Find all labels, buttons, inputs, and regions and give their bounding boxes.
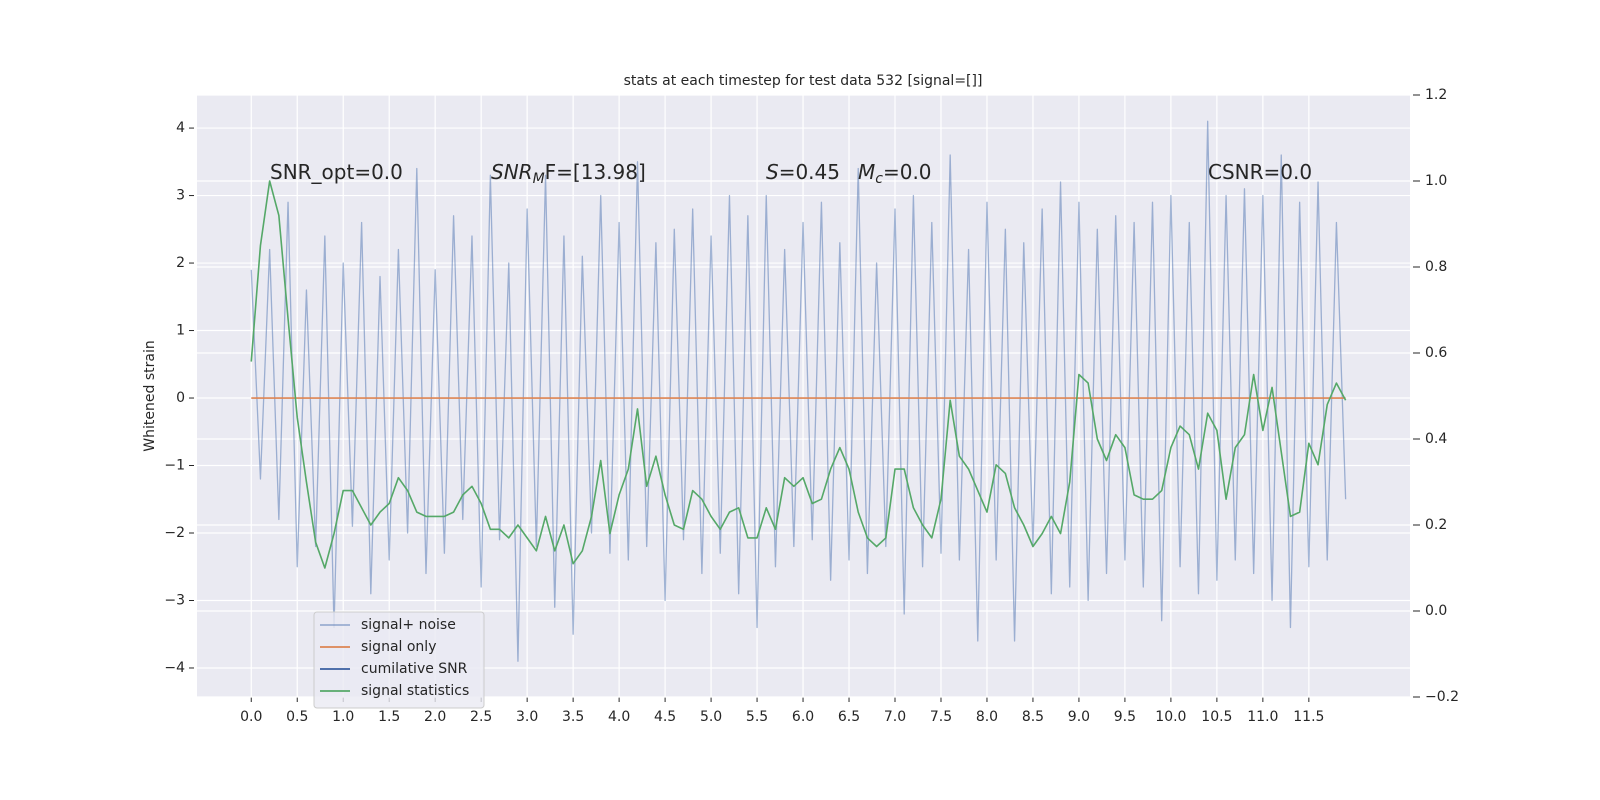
x-tick-label: 1.0 — [332, 709, 354, 725]
annotation: SNRMF=[13.98] — [491, 160, 646, 188]
x-tick-label: 11.0 — [1247, 709, 1278, 725]
annotation: S=0.45 — [766, 160, 840, 184]
x-tick-label: 5.0 — [700, 709, 722, 725]
annotation-part: SNR — [491, 160, 533, 184]
annotation-part: c — [875, 171, 883, 187]
x-tick-label: 4.5 — [654, 709, 676, 725]
x-tick-label: 4.0 — [608, 709, 630, 725]
grid: 0.0 0.5 1.0 1.5 2.0 2.5 3.0 3.5 4.0 4.5 5.0 5.5 6.0 6… — [164, 87, 1459, 725]
x-tick-label: 3.5 — [562, 709, 584, 725]
legend-label: signal+ noise — [361, 617, 456, 633]
annotation: Mc=0.0 — [858, 160, 932, 188]
annotation-part: =0.45 — [779, 160, 840, 184]
y2-tick-label: 0.2 — [1425, 517, 1447, 533]
x-tick-label: 10.5 — [1201, 709, 1232, 725]
annotation: CSNR=0.0 — [1208, 160, 1312, 184]
annotation-part: SNR_opt=0.0 — [270, 160, 403, 184]
y-tick-label: 2 — [176, 255, 185, 271]
annotation-part: M — [858, 160, 875, 184]
y2-tick-label: 0.6 — [1425, 345, 1447, 361]
x-tick-label: 3.0 — [516, 709, 538, 725]
chart-title: stats at each timestep for test data 532… — [624, 73, 983, 89]
y2-tick-label: 0.4 — [1425, 431, 1447, 447]
x-tick-label: 6.0 — [792, 709, 814, 725]
x-tick-label: 1.5 — [378, 709, 400, 725]
x-tick-label: 2.5 — [470, 709, 492, 725]
series-line — [250, 180, 1347, 569]
annotation: SNR_opt=0.0 — [270, 160, 403, 184]
y-tick-label: 4 — [176, 120, 185, 136]
x-tick-label: 10.0 — [1155, 709, 1186, 725]
x-tick-label: 5.5 — [746, 709, 768, 725]
x-tick-label: 7.0 — [884, 709, 906, 725]
y-tick-label: −3 — [164, 592, 185, 608]
x-tick-label: 2.0 — [424, 709, 446, 725]
y-axis-label: Whitened strain — [142, 340, 158, 451]
y-tick-label: −2 — [164, 525, 185, 541]
y-tick-label: −1 — [164, 458, 185, 474]
y-tick-label: 0 — [176, 390, 185, 406]
legend-label: cumilative SNR — [361, 661, 468, 677]
annotation-part: M — [533, 171, 545, 187]
series-line — [250, 120, 1347, 662]
x-tick-label: 7.5 — [930, 709, 952, 725]
annotation-part: CSNR=0.0 — [1208, 160, 1312, 184]
marks — [250, 120, 1347, 662]
y2-tick-label: 0.0 — [1425, 603, 1447, 619]
annotation-part: S — [766, 160, 779, 184]
y-tick-label: −4 — [164, 660, 185, 676]
overlay: SNR_opt=0.0 SNRMF=[13.98] S=0.45 Mc=0.0 CSNR… — [270, 160, 1312, 709]
legend-label: signal only — [361, 639, 436, 655]
x-tick-label: 0.5 — [286, 709, 308, 725]
y2-tick-label: 0.8 — [1425, 259, 1447, 275]
y-tick-label: 1 — [176, 323, 185, 339]
annotation-part: =0.0 — [883, 160, 932, 184]
legend-label: signal statistics — [361, 683, 469, 699]
y-tick-label: 3 — [176, 188, 185, 204]
legend-box — [313, 611, 485, 709]
x-tick-label: 9.5 — [1114, 709, 1136, 725]
y2-tick-label: −0.2 — [1425, 689, 1459, 705]
x-tick-label: 11.5 — [1293, 709, 1324, 725]
x-tick-label: 8.5 — [1022, 709, 1044, 725]
x-tick-label: 9.0 — [1068, 709, 1090, 725]
x-tick-label: 6.5 — [838, 709, 860, 725]
annotation-part: F=[13.98] — [545, 160, 646, 184]
y2-tick-label: 1.0 — [1425, 173, 1447, 189]
x-tick-label: 8.0 — [976, 709, 998, 725]
x-tick-label: 0.0 — [240, 709, 262, 725]
y2-tick-label: 1.2 — [1425, 87, 1447, 103]
